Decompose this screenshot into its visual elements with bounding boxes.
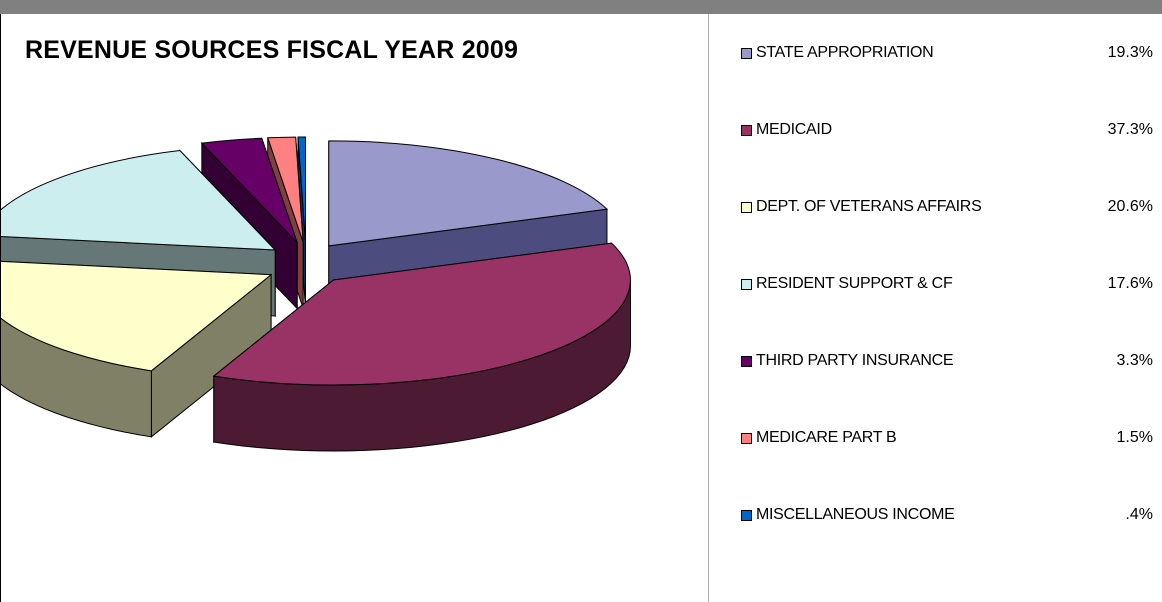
legend-label: MISCELLANEOUS INCOME bbox=[756, 506, 955, 523]
legend-label: DEPT. OF VETERANS AFFAIRS bbox=[756, 198, 982, 215]
legend-percent: 37.3% bbox=[1107, 121, 1153, 138]
legend-label: STATE APPROPRIATION bbox=[756, 44, 934, 61]
pie-chart bbox=[1, 136, 631, 452]
pie-slice bbox=[1, 150, 277, 251]
pie-slice bbox=[297, 136, 306, 243]
chart-panel: REVENUE SOURCES FISCAL YEAR 2009 bbox=[0, 14, 708, 602]
legend-percent: 20.6% bbox=[1107, 198, 1153, 215]
top-bar bbox=[0, 0, 1162, 14]
legend-item: STATE APPROPRIATION 19.3% bbox=[741, 44, 1161, 64]
pie-slice bbox=[328, 140, 609, 247]
legend-label: THIRD PARTY INSURANCE bbox=[756, 352, 954, 369]
legend-item: MISCELLANEOUS INCOME .4% bbox=[741, 506, 1161, 526]
pie-slice bbox=[200, 137, 298, 243]
panel-divider bbox=[708, 14, 709, 602]
legend-label: RESIDENT SUPPORT & CF bbox=[756, 275, 953, 292]
legend-label: MEDICAID bbox=[756, 121, 832, 138]
legend-item: RESIDENT SUPPORT & CF 17.6% bbox=[741, 275, 1161, 295]
legend-swatch bbox=[741, 356, 752, 367]
legend-swatch bbox=[741, 279, 752, 290]
legend-label: MEDICARE PART B bbox=[756, 429, 897, 446]
legend-percent: .4% bbox=[1125, 506, 1153, 523]
pie-slice bbox=[1, 260, 273, 372]
legend-item: MEDICAID 37.3% bbox=[741, 121, 1161, 141]
pie-slice bbox=[267, 136, 304, 243]
legend-item: THIRD PARTY INSURANCE 3.3% bbox=[741, 352, 1161, 372]
legend-swatch bbox=[741, 48, 752, 59]
legend-percent: 1.5% bbox=[1116, 429, 1153, 446]
legend-percent: 17.6% bbox=[1107, 275, 1153, 292]
legend-swatch bbox=[741, 510, 752, 521]
legend-swatch bbox=[741, 125, 752, 136]
legend: STATE APPROPRIATION 19.3% MEDICAID 37.3% DEP… bbox=[709, 14, 1162, 602]
legend-swatch bbox=[741, 202, 752, 213]
chart-title: REVENUE SOURCES FISCAL YEAR 2009 bbox=[25, 36, 519, 64]
legend-percent: 3.3% bbox=[1116, 352, 1153, 369]
legend-swatch bbox=[741, 433, 752, 444]
legend-percent: 19.3% bbox=[1107, 44, 1153, 61]
pie-slice bbox=[212, 242, 631, 386]
legend-item: DEPT. OF VETERANS AFFAIRS 20.6% bbox=[741, 198, 1161, 218]
legend-item: MEDICARE PART B 1.5% bbox=[741, 429, 1161, 449]
